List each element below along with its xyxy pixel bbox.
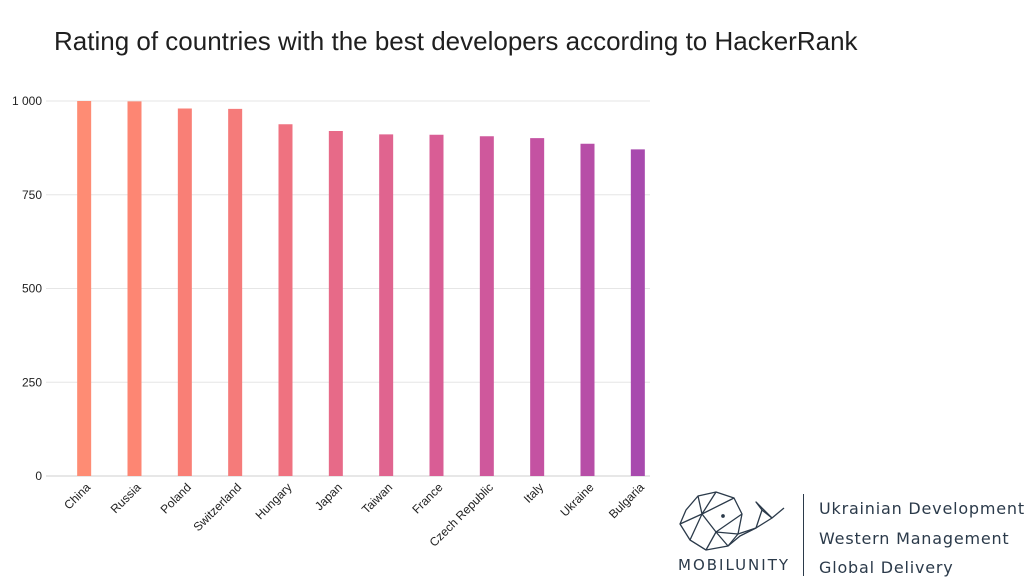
y-tick-label: 500 (22, 282, 42, 296)
bar-ukraine (580, 143, 595, 476)
brand-name: MOBILUNITY (678, 556, 791, 574)
y-tick-label: 1 000 (12, 94, 42, 108)
tagline-3: Global Delivery (819, 558, 954, 577)
y-axis-ticks: 0 250 500 750 1 000 (12, 94, 42, 483)
bar-russia (127, 101, 142, 476)
bar-italy (530, 138, 545, 476)
x-tick-label: Italy (521, 480, 546, 505)
bar-hungary (278, 124, 293, 476)
bar-bulgaria (630, 149, 645, 476)
x-tick-label: Japan (312, 480, 345, 513)
tagline-1: Ukrainian Development (819, 499, 1024, 518)
x-tick-label: China (61, 480, 93, 512)
bar-china (77, 101, 92, 476)
x-tick-label: Poland (158, 480, 194, 516)
x-tick-label: Hungary (253, 480, 295, 522)
y-tick-label: 750 (22, 188, 42, 202)
mobilunity-logo: MOBILUNITY Ukrainian Development Western… (676, 488, 1024, 577)
y-tick-label: 250 (22, 375, 42, 389)
bars (77, 101, 645, 476)
x-tick-label: Bulgaria (606, 480, 647, 521)
x-tick-label: Switzerland (191, 480, 245, 534)
bar-switzerland (228, 108, 243, 476)
x-tick-label: Taiwan (359, 480, 395, 516)
logo-taglines: Ukrainian Development Western Management… (819, 494, 1024, 583)
bar-czech-republic (479, 136, 494, 476)
x-tick-label: France (409, 480, 446, 517)
bar-japan (328, 131, 343, 476)
whale-icon (679, 491, 785, 551)
tagline-2: Western Management (819, 528, 1010, 548)
logo-divider (803, 494, 804, 576)
gridlines (46, 100, 650, 477)
bar-poland (177, 108, 192, 476)
bar-taiwan (379, 134, 394, 476)
y-tick-label: 0 (35, 469, 42, 483)
chart-title: Rating of countries with the best develo… (54, 26, 858, 56)
x-tick-label: Ukraine (557, 480, 596, 519)
x-tick-label: Russia (108, 480, 144, 516)
bar-france (429, 134, 444, 476)
